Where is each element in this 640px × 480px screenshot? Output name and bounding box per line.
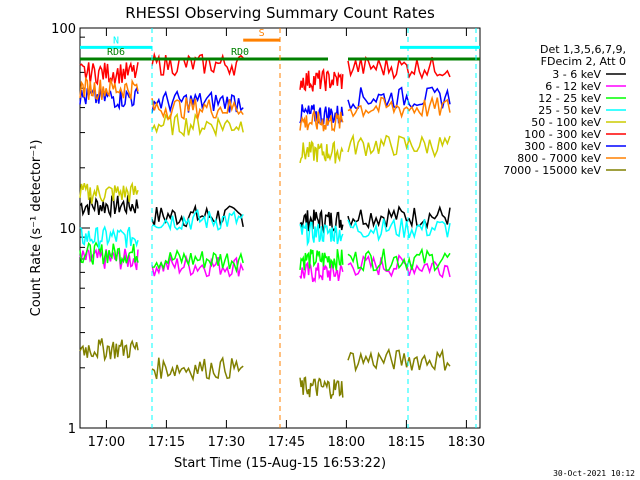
legend-entry-label: 25 - 50 keV (538, 104, 601, 117)
legend-entry-label: 50 - 100 keV (531, 116, 601, 129)
series-line-7000-15000keV (347, 347, 451, 373)
y-tick-label: 10 (59, 222, 76, 237)
series-line-100-300keV (299, 67, 344, 92)
series-line-7000-15000keV (151, 355, 244, 382)
series-line-7000-15000keV (79, 338, 139, 363)
annotation-label: RD0 (231, 47, 249, 58)
series-line-3-6keV (151, 203, 244, 228)
series-line-12-25keV (151, 248, 244, 274)
series-line-25-50keV (299, 221, 344, 247)
y-tick-label: 100 (51, 22, 76, 37)
y-tick-label: 1 (68, 422, 76, 437)
x-tick-label: 18:15 (388, 435, 425, 450)
legend-entry-label: 3 - 6 keV (552, 68, 601, 81)
x-tick-label: 18:30 (448, 435, 485, 450)
x-axis-label: Start Time (15-Aug-15 16:53:22) (174, 456, 386, 471)
series-line-25-50keV (151, 208, 244, 232)
series-line-6-12keV (151, 254, 244, 278)
series-line-12-25keV (79, 241, 139, 265)
series-line-800-7000keV (347, 95, 451, 119)
series-line-50-100keV (79, 181, 139, 204)
legend-entry-label: 300 - 800 keV (524, 140, 601, 153)
series-line-300-800keV (151, 89, 244, 114)
series-line-7000-15000keV (299, 376, 344, 399)
chart-title: RHESSI Observing Summary Count Rates (125, 4, 435, 22)
legend-header: FDecim 2, Att 0 (541, 55, 626, 68)
series-line-800-7000keV (79, 76, 139, 101)
series-line-3-6keV (347, 204, 451, 230)
series-line-25-50keV (347, 218, 451, 242)
x-tick-label: 18:00 (328, 435, 365, 450)
series-line-800-7000keV (151, 97, 244, 121)
footer-date: 30-Oct-2021 10:12 (553, 469, 635, 478)
legend-entry-label: 12 - 25 keV (538, 92, 601, 105)
series-line-50-100keV (299, 140, 344, 164)
x-tick-label: 17:45 (268, 435, 305, 450)
annotation-label: RD6 (107, 47, 125, 58)
series-line-50-100keV (347, 133, 451, 159)
y-axis-label: Count Rate (s⁻¹ detector⁻¹) (29, 140, 44, 317)
x-tick-label: 17:00 (88, 435, 125, 450)
annotation-label: S (259, 28, 265, 39)
series-line-12-25keV (299, 249, 344, 271)
x-tick-label: 17:15 (148, 435, 185, 450)
series-line-25-50keV (79, 225, 139, 249)
legend: Det 1,3,5,6,7,9,FDecim 2, Att 03 - 6 keV… (503, 43, 626, 177)
annotation-label: N (113, 35, 119, 46)
legend-entry-label: 6 - 12 keV (545, 80, 601, 93)
series-line-6-12keV (299, 261, 344, 284)
series-line-800-7000keV (299, 109, 344, 133)
legend-entry-label: 100 - 300 keV (524, 128, 601, 141)
legend-entry-label: 800 - 7000 keV (517, 152, 601, 165)
plot-area: 17:00 17:15 17:30 17:45 18:00 18:15 18:30 1 10 10… (51, 22, 485, 450)
x-tick-label: 17:30 (208, 435, 245, 450)
series-line-300-800keV (347, 86, 451, 111)
series-line-12-25keV (347, 247, 451, 273)
legend-header: Det 1,3,5,6,7,9, (540, 43, 626, 56)
series-line-100-300keV (79, 61, 139, 86)
legend-entry-label: 7000 - 15000 keV (503, 164, 601, 177)
